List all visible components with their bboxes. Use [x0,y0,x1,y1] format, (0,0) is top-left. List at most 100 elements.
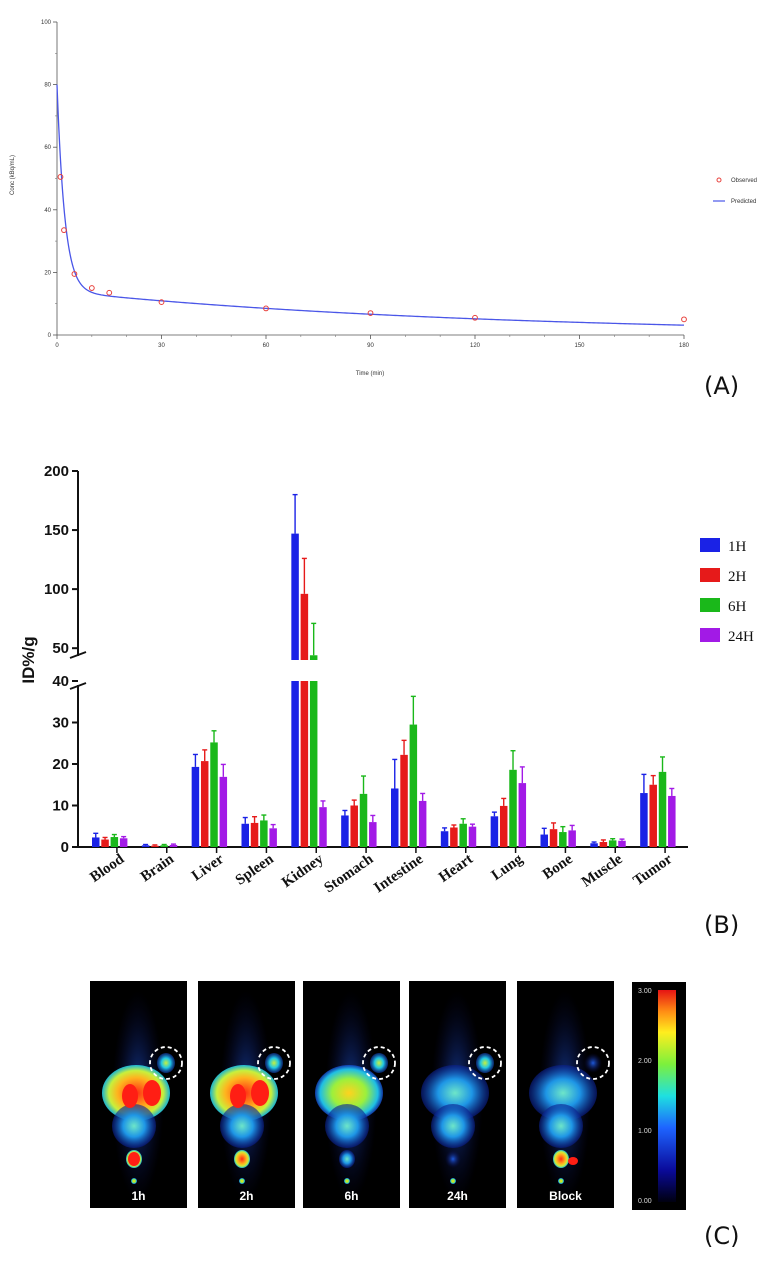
pk-y-tick-label: 0 [48,333,52,339]
bar [440,831,449,847]
biodistribution-chart: 0 10 20 30 40 50 100 150 200 Blood Brain Liver Sple… [19,463,754,939]
bar [618,840,626,847]
colorbar-tick-2: 2.00 [638,1058,652,1065]
pet-frame: 24h [409,981,506,1208]
bio-y-tick-label: 50 [52,640,69,657]
bar [191,766,200,847]
bio-bars [92,493,676,847]
pet-tumor [584,1053,602,1073]
observed-points [57,174,687,323]
category-label: Brain [138,851,178,886]
pet-abdomen-region [220,1104,264,1148]
pet-kidney-hotspot [230,1084,246,1108]
pet-abdomen-region [539,1104,583,1148]
legend-label: 1H [728,539,747,555]
pk-y-tick-label: 40 [44,208,51,214]
tumor-circle-marker [576,1046,610,1080]
bar [418,800,427,847]
bio-legend: 1H 2H 6H 24H [700,538,754,645]
legend-label: 2H [728,569,747,585]
pk-x-tick-label: 30 [158,343,165,349]
pet-bladder [553,1150,569,1168]
pet-frame-label: Block [549,1189,582,1203]
bar [241,823,249,847]
bar [468,826,477,847]
category-label: Muscle [579,851,626,891]
pk-x-tick-label: 120 [470,343,481,349]
legend-observed-marker [716,177,722,183]
pk-x-axis-label: Time (min) [356,371,384,377]
bio-y-tick-label: 150 [44,522,69,539]
bar [219,776,228,847]
bar [568,830,576,847]
bar-upper-segment [300,593,309,660]
category-label: Bone [540,851,576,883]
pet-kidney-hotspot [122,1084,138,1108]
bar [369,822,377,847]
pet-frames: 1h 2h 6h 24h Block [90,981,614,1208]
bio-category-labels: Blood Brain Liver Spleen KidneyStomachIntest… [87,851,675,897]
panel-label-b: (B) [704,911,739,939]
bar-upper-segment [309,655,318,660]
observed-point [263,305,269,312]
pk-x-tick-label: 60 [263,343,270,349]
bar [341,815,349,847]
legend-swatch [700,628,720,642]
pet-tail-spot [558,1178,564,1184]
pk-x-tick-label: 180 [679,343,690,349]
bar [599,842,608,847]
pk-legend: Observed Predicted [713,177,757,205]
pet-liver-region [421,1065,489,1121]
bio-y-tick-label: 30 [52,715,69,732]
pk-y-tick-label: 20 [44,270,51,276]
bar [350,805,358,847]
category-label: Tumor [630,851,675,889]
pet-tail-spot [239,1178,245,1184]
pet-abdomen-region [325,1104,369,1148]
bar [559,832,567,847]
bar [608,840,617,847]
legend-swatch [700,568,720,582]
bar [649,784,657,847]
colorbar-tick-3: 3.00 [638,988,652,995]
pet-frame-label: 2h [239,1189,253,1203]
bar [509,769,517,847]
bar [450,827,458,847]
pk-axes: 0 20 40 60 80 100 0 30 60 90 120 150 180 [41,20,690,349]
pet-bladder-hotspot [128,1152,140,1166]
bar [110,837,119,847]
category-label: Blood [87,851,127,886]
category-label: Kidney [279,851,327,891]
pk-y-tick-label: 60 [44,145,51,151]
pet-frame-label: 24h [447,1189,468,1203]
panel-label-a: (A) [704,372,739,400]
legend-predicted-label: Predicted [731,199,756,205]
bio-y-tick-label: 40 [52,673,69,690]
pk-y-axis-label: Conc (kBq/mL) [10,155,16,195]
pet-abdomen-region [112,1104,156,1148]
bar [260,820,268,847]
legend-label: 6H [728,599,747,615]
panel-label-c: (C) [704,1222,739,1250]
pet-tail-spot [131,1178,137,1184]
pet-frame: 2h [198,981,295,1208]
bar [658,771,667,847]
category-label: Heart [436,851,476,886]
bio-y-tick-label: 10 [52,798,69,815]
bar [300,681,309,847]
pet-tail-spot [344,1178,350,1184]
axis-break-mark [69,651,87,659]
pet-liver-region [529,1065,597,1121]
observed-point [61,227,67,234]
tumor-circle-marker [468,1046,502,1080]
bar [141,845,150,847]
bar [518,783,527,847]
colorbar-tick-1: 1.00 [638,1128,652,1135]
category-label: Liver [189,851,227,884]
bar-upper-segment [291,533,299,660]
pet-bladder [445,1150,461,1168]
bar [400,754,408,847]
bar [540,834,548,847]
pet-bladder-hotspot [568,1157,578,1165]
